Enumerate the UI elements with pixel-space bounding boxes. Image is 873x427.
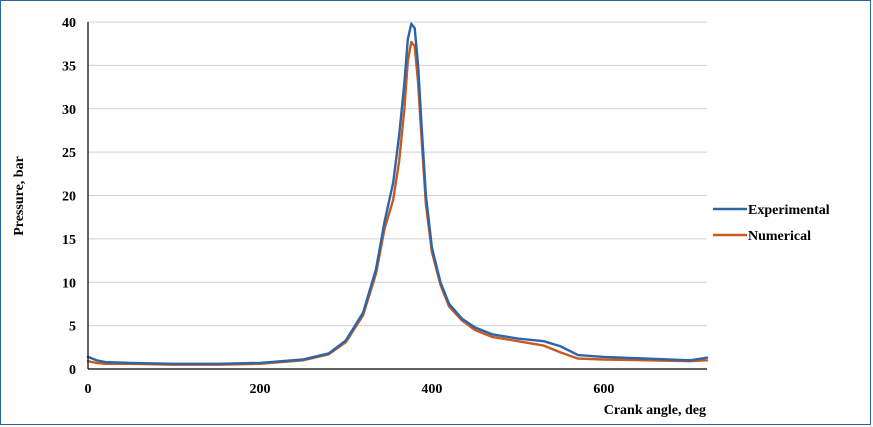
y-tick-label: 5	[69, 320, 76, 335]
y-tick-label: 30	[62, 103, 76, 118]
x-tick-label: 400	[421, 382, 442, 397]
series-line-experimental	[86, 22, 709, 365]
y-tick-label: 20	[62, 190, 76, 205]
x-tick-label: 600	[593, 382, 614, 397]
series-layer	[86, 22, 709, 366]
x-tick-label: 200	[249, 382, 270, 397]
axes	[87, 22, 707, 370]
y-tick-label: 25	[62, 146, 76, 161]
legend-label-experimental: Experimental	[748, 203, 830, 218]
y-axis-label: Pressure, bar	[12, 156, 27, 236]
y-tick-label: 10	[62, 276, 76, 291]
x-axis-label: Crank angle, deg	[604, 403, 706, 418]
legend: Experimental Numerical	[713, 203, 830, 244]
y-tick-label: 40	[62, 16, 76, 31]
y-tick-label: 15	[62, 233, 76, 248]
x-tick-label: 0	[85, 382, 92, 397]
legend-label-numerical: Numerical	[748, 229, 811, 244]
y-tick-label: 35	[62, 59, 76, 74]
y-tick-label: 0	[69, 363, 76, 378]
series-line-numerical	[86, 40, 709, 366]
